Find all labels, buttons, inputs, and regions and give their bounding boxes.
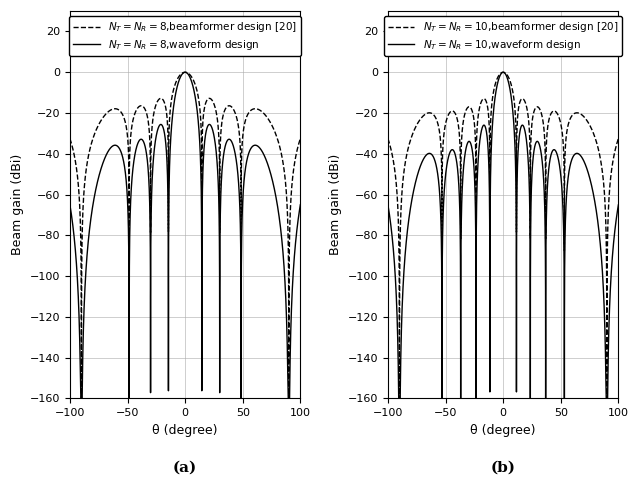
Text: (b): (b) bbox=[491, 460, 516, 474]
$N_T=N_R=10$,beamformer design [20] bbox=[442, 122, 449, 128]
$N_T=N_R=10$,waveform design bbox=[384, 202, 392, 208]
$N_T=N_R=10$,beamformer design [20] bbox=[493, 76, 500, 82]
$N_T=N_R=8$,beamformer design [20] bbox=[181, 70, 189, 75]
Line: $N_T=N_R=8$,waveform design: $N_T=N_R=8$,waveform design bbox=[70, 72, 300, 398]
$N_T=N_R=8$,waveform design bbox=[205, 121, 213, 127]
X-axis label: θ (degree): θ (degree) bbox=[470, 424, 536, 437]
Line: $N_T=N_R=10$,waveform design: $N_T=N_R=10$,waveform design bbox=[388, 72, 618, 398]
$N_T=N_R=8$,waveform design bbox=[231, 150, 239, 156]
$N_T=N_R=10$,beamformer design [20] bbox=[384, 136, 392, 142]
$N_T=N_R=10$,waveform design bbox=[499, 70, 507, 75]
$N_T=N_R=10$,waveform design bbox=[493, 83, 500, 89]
$N_T=N_R=8$,beamformer design [20] bbox=[282, 179, 289, 185]
$N_T=N_R=8$,beamformer design [20] bbox=[231, 109, 239, 115]
$N_T=N_R=8$,beamformer design [20] bbox=[205, 96, 213, 101]
$N_T=N_R=10$,waveform design bbox=[532, 140, 540, 145]
Text: (a): (a) bbox=[173, 460, 197, 474]
$N_T=N_R=8$,waveform design bbox=[175, 78, 183, 84]
$N_T=N_R=8$,beamformer design [20] bbox=[66, 136, 74, 142]
$N_T=N_R=10$,beamformer design [20] bbox=[600, 179, 607, 185]
$N_T=N_R=8$,beamformer design [20] bbox=[77, 396, 85, 401]
$N_T=N_R=8$,waveform design bbox=[77, 396, 84, 401]
$N_T=N_R=10$,waveform design bbox=[614, 202, 622, 208]
$N_T=N_R=10$,beamformer design [20] bbox=[549, 108, 557, 114]
Line: $N_T=N_R=8$,beamformer design [20]: $N_T=N_R=8$,beamformer design [20] bbox=[70, 72, 300, 398]
$N_T=N_R=10$,beamformer design [20] bbox=[524, 108, 531, 113]
$N_T=N_R=8$,waveform design bbox=[66, 202, 74, 208]
$N_T=N_R=8$,beamformer design [20] bbox=[124, 132, 131, 137]
Y-axis label: Beam gain (dBi): Beam gain (dBi) bbox=[11, 154, 24, 255]
$N_T=N_R=10$,waveform design bbox=[600, 288, 607, 294]
$N_T=N_R=8$,beamformer design [20] bbox=[175, 73, 183, 79]
$N_T=N_R=8$,waveform design bbox=[124, 194, 131, 200]
$N_T=N_R=10$,waveform design bbox=[549, 147, 557, 153]
X-axis label: θ (degree): θ (degree) bbox=[152, 424, 218, 437]
$N_T=N_R=10$,beamformer design [20] bbox=[532, 105, 540, 110]
$N_T=N_R=10$,waveform design bbox=[442, 174, 449, 180]
$N_T=N_R=10$,beamformer design [20] bbox=[499, 70, 507, 75]
$N_T=N_R=8$,waveform design bbox=[214, 172, 221, 178]
Y-axis label: Beam gain (dBi): Beam gain (dBi) bbox=[329, 154, 342, 255]
$N_T=N_R=8$,waveform design bbox=[282, 288, 289, 294]
Legend: $N_T=N_R=8$,beamformer design [20], $N_T=N_R=8$,waveform design: $N_T=N_R=8$,beamformer design [20], $N_T… bbox=[69, 16, 301, 56]
Line: $N_T=N_R=10$,beamformer design [20]: $N_T=N_R=10$,beamformer design [20] bbox=[388, 72, 618, 398]
Legend: $N_T=N_R=10$,beamformer design [20], $N_T=N_R=10$,waveform design: $N_T=N_R=10$,beamformer design [20], $N_… bbox=[384, 16, 622, 56]
$N_T=N_R=10$,beamformer design [20] bbox=[614, 136, 622, 142]
$N_T=N_R=8$,waveform design bbox=[296, 202, 304, 208]
$N_T=N_R=10$,beamformer design [20] bbox=[396, 396, 403, 401]
$N_T=N_R=8$,waveform design bbox=[181, 70, 189, 75]
$N_T=N_R=8$,beamformer design [20] bbox=[296, 136, 304, 142]
$N_T=N_R=10$,waveform design bbox=[395, 396, 403, 401]
$N_T=N_R=8$,beamformer design [20] bbox=[214, 120, 221, 126]
$N_T=N_R=10$,waveform design bbox=[524, 146, 531, 152]
